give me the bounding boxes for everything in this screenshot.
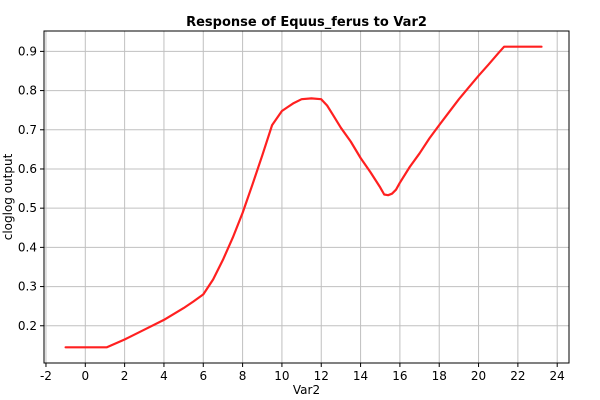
y-tick-label: 0.6 [18, 162, 37, 176]
x-axis-label: Var2 [293, 383, 320, 397]
y-tick-label: 0.5 [18, 201, 37, 215]
x-tick-label: 18 [432, 369, 447, 383]
y-tick-label: 0.7 [18, 123, 37, 137]
x-tick-label: 20 [471, 369, 486, 383]
x-tick-label: 8 [239, 369, 247, 383]
y-tick-label: 0.8 [18, 84, 37, 98]
y-tick-label: 0.9 [18, 44, 37, 58]
x-tick-label: 24 [550, 369, 565, 383]
series-line [64, 45, 543, 349]
x-tick-label: 22 [510, 369, 525, 383]
chart-title: Response of Equus_ferus to Var2 [186, 15, 427, 30]
plot-frame [43, 30, 570, 364]
x-tick-label: -2 [40, 369, 52, 383]
grid-lines [44, 31, 569, 363]
x-tick-label: 10 [274, 369, 289, 383]
x-tick-label: 14 [353, 369, 368, 383]
x-tick-label: 16 [392, 369, 407, 383]
x-tick-label: 12 [314, 369, 329, 383]
axis-ticks: -2 0 2 4 6 8 10 12 14 16 18 20 22 240.20.30.40.50.60.… [18, 44, 565, 383]
x-tick-label: 0 [81, 369, 89, 383]
y-tick-label: 0.2 [18, 319, 37, 333]
y-axis-label: cloglog output [1, 153, 15, 240]
series-layer [64, 45, 543, 349]
y-tick-label: 0.4 [18, 240, 37, 254]
y-tick-label: 0.3 [18, 280, 37, 294]
x-tick-label: 2 [121, 369, 129, 383]
x-tick-label: 6 [199, 369, 207, 383]
x-tick-label: 4 [160, 369, 168, 383]
